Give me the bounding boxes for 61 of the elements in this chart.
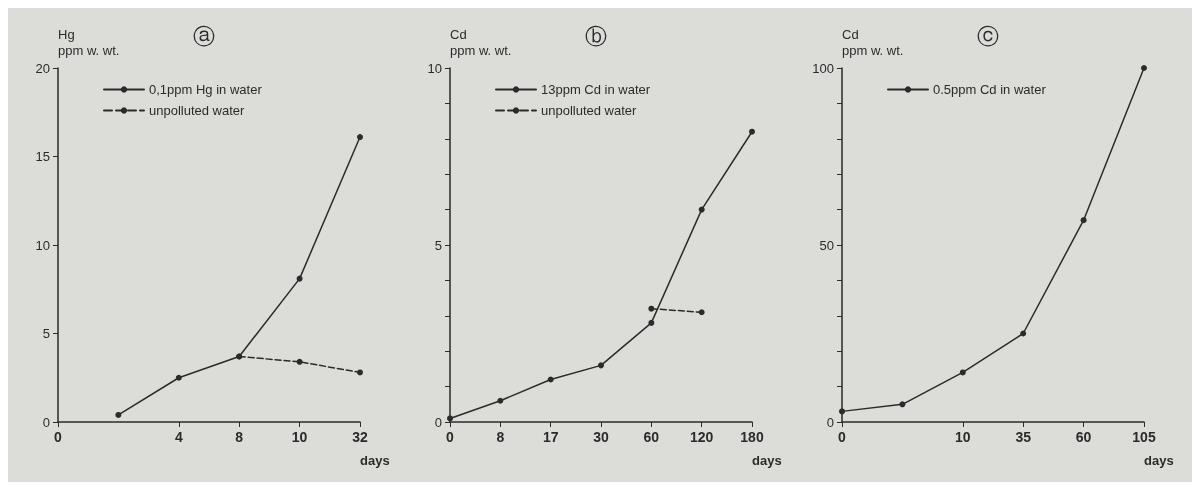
point [497,397,504,404]
x-tick-label: 0 [54,429,63,445]
point [115,411,122,418]
y-tick-label: 100 [812,60,834,76]
y-tick-label: 20 [35,60,50,76]
y-tick-label: 0 [434,414,442,430]
chart-title: ⓐ [193,23,215,49]
x-tick-label: 4 [174,429,183,445]
x-tick-label: 30 [593,429,609,445]
chart-title: ⓒ [977,23,999,49]
x-tick-label: 180 [740,429,764,445]
x-axis-title: days [360,453,390,468]
y-tick-label: 0 [42,414,50,430]
y-tick-label: 10 [35,237,50,253]
point [357,134,363,141]
point [1020,330,1027,337]
y-tick-label: 50 [819,237,834,253]
point [175,374,182,381]
x-tick-label: 35 [1015,429,1032,445]
x-tick-label: 60 [1075,429,1092,445]
x-tick-label: 120 [689,429,714,445]
x-tick-label: 10 [291,429,308,445]
y-tick-label: 10 [427,60,442,76]
legend-label: 0.5ppm Cd in water [933,82,1047,97]
point [296,358,303,365]
y-tick-label: 5 [434,237,442,253]
point [357,369,363,376]
point [698,206,705,213]
point [1080,217,1087,224]
y-axis-title: Cd ppm w. wt. [450,26,512,58]
x-tick-label: 0 [838,429,847,445]
legend-label: unpolluted water [541,103,638,118]
point [959,369,966,376]
legend-label: unpolluted water [149,103,246,118]
y-axis-title: Hg ppm w. wt. [58,26,120,58]
x-tick-label: 32 [352,429,368,445]
x-tick-label: 8 [235,429,244,445]
y-axis-title: Cd ppm w. wt. [842,26,904,58]
point [296,275,303,282]
x-axis-title: days [1144,453,1174,468]
point [648,319,655,326]
point [598,362,604,369]
x-tick-label: 17 [542,429,559,445]
x-tick-label: 8 [496,429,505,445]
x-tick-label: 10 [955,429,971,445]
point [648,305,655,312]
point [839,408,845,415]
legend-label: 0,1ppm Hg in water [149,82,263,97]
y-tick-label: 5 [42,326,50,341]
chart-title: ⓑ [585,23,607,49]
x-tick-label: 105 [1132,429,1156,445]
point [749,128,755,135]
point [899,401,906,408]
x-tick-label: 0 [446,429,455,445]
point [1141,65,1147,71]
x-axis-title: days [752,453,782,468]
y-tick-label: 0 [826,414,834,430]
y-tick-label: 15 [35,149,50,164]
point [698,309,705,316]
legend-label: 13ppm Cd in water [541,82,651,97]
x-tick-label: 60 [643,429,660,445]
